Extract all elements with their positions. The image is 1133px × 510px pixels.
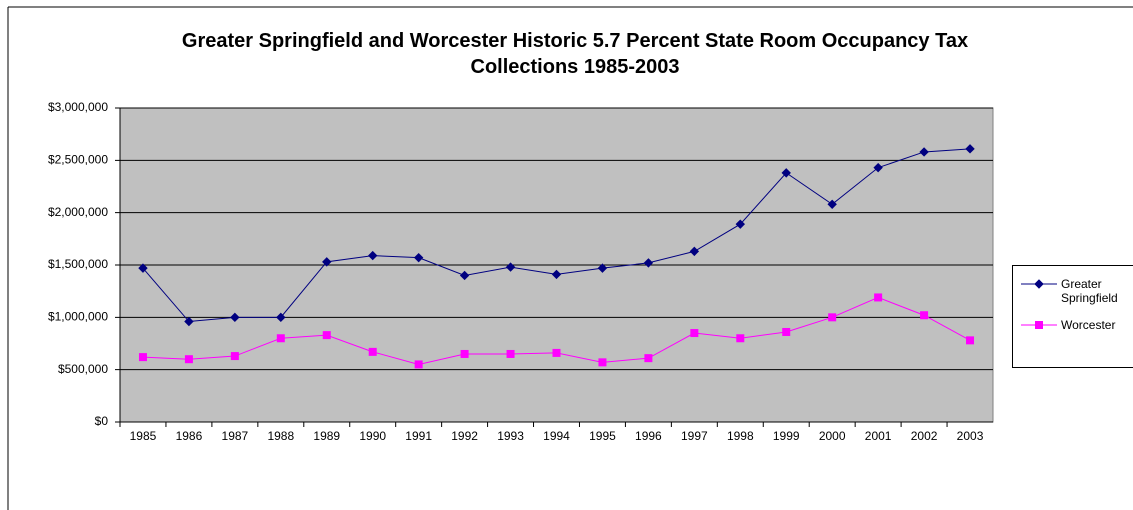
marker [276,334,285,343]
marker [505,262,516,272]
marker [184,316,194,327]
marker [873,162,883,173]
chart-title: Greater Springfield and Worcester Histor… [181,30,969,78]
x-tick-label: 1996 [635,429,662,443]
marker [689,246,700,257]
y-tick-label: $1,000,000 [48,310,108,324]
legend: Greater Springfield Worcester [1012,265,1133,368]
x-tick-label: 1988 [267,429,294,443]
marker [919,147,929,157]
marker [506,349,515,358]
legend-label: Greater Springfield [1061,277,1118,305]
marker [782,327,791,336]
marker [414,360,423,369]
marker [690,329,699,338]
marker [322,331,331,340]
x-tick-label: 1989 [313,429,340,443]
marker [828,313,837,322]
x-tick-label: 1994 [543,429,570,443]
x-tick-label: 1990 [359,429,386,443]
x-tick-label: 1991 [405,429,432,443]
marker [781,168,791,178]
marker [1035,321,1043,329]
x-tick-label: 1987 [222,429,249,443]
x-tick-label: 1985 [130,429,157,443]
marker [460,349,469,358]
y-tick-label: $2,500,000 [48,153,108,167]
x-tick-label: 1992 [451,429,478,443]
marker [368,347,377,356]
marker [597,263,608,273]
marker [368,250,378,261]
x-tick-label: 1995 [589,429,616,443]
marker [230,312,240,323]
marker [644,354,653,363]
x-tick-label: 2001 [865,429,892,443]
marker [552,348,561,357]
legend-keys [1021,279,1057,329]
marker [965,144,975,154]
y-tick-label: $1,500,000 [48,257,108,271]
marker [827,199,837,210]
legend-label: Worcester [1061,318,1116,332]
marker [138,353,147,362]
y-tick-label: $2,000,000 [48,205,108,219]
x-tick-label: 1997 [681,429,708,443]
marker [230,352,239,361]
marker [874,293,883,302]
marker [322,257,332,267]
marker [920,311,929,320]
x-tick-label: 1986 [176,429,203,443]
marker [736,334,745,343]
x-tick-label: 2000 [819,429,846,443]
x-tick-label: 1998 [727,429,754,443]
y-tick-label: $3,000,000 [48,100,108,114]
marker [1034,279,1044,289]
y-tick-label: $500,000 [58,362,108,376]
marker [138,263,148,273]
marker [276,312,286,323]
marker [643,258,654,268]
x-tick-label: 2002 [911,429,938,443]
x-tick-label: 2003 [957,429,984,443]
marker [966,336,975,345]
marker [413,252,424,263]
x-tick-label: 1993 [497,429,524,443]
marker [184,355,193,364]
marker [459,270,470,281]
marker [735,219,745,229]
y-tick-label: $0 [95,414,109,428]
marker [598,358,607,367]
marker [551,269,562,280]
x-tick-label: 1999 [773,429,800,443]
